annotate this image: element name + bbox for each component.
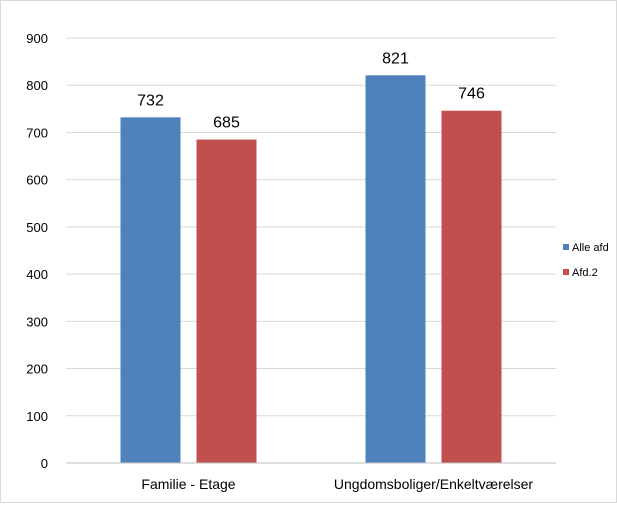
bars: [120, 75, 502, 464]
x-tick-label: Ungdomsboliger/Enkeltværelser: [334, 476, 534, 492]
bar: [441, 110, 502, 463]
bar: [365, 75, 426, 464]
bar: [120, 117, 181, 463]
y-axis: 0 100 200 300 400 500 600 700 800 900: [26, 31, 48, 471]
y-tick-label: 800: [26, 78, 48, 93]
data-labels: 732 685 821 746: [137, 50, 485, 131]
y-tick-label: 400: [26, 267, 48, 282]
y-tick-label: 100: [26, 409, 48, 424]
y-tick-label: 0: [41, 456, 48, 471]
legend-label: Afd.2: [572, 267, 598, 279]
bar: [196, 139, 257, 463]
data-label: 685: [213, 115, 240, 132]
y-tick-label: 600: [26, 173, 48, 188]
data-label: 821: [382, 50, 409, 67]
y-tick-label: 200: [26, 362, 48, 377]
y-tick-label: 300: [26, 314, 48, 329]
data-label: 746: [458, 86, 485, 103]
legend-swatch: [563, 244, 569, 250]
x-axis: Familie - Etage Ungdomsboliger/Enkeltvære…: [66, 462, 556, 492]
data-label: 732: [137, 92, 164, 109]
y-tick-label: 700: [26, 125, 48, 140]
x-tick-label: Familie - Etage: [141, 476, 235, 492]
y-tick-label: 900: [26, 31, 48, 46]
legend-label: Alle afd: [572, 242, 609, 254]
y-tick-label: 500: [26, 220, 48, 235]
legend-swatch: [563, 269, 569, 275]
legend: Alle afd Afd.2: [563, 242, 609, 279]
